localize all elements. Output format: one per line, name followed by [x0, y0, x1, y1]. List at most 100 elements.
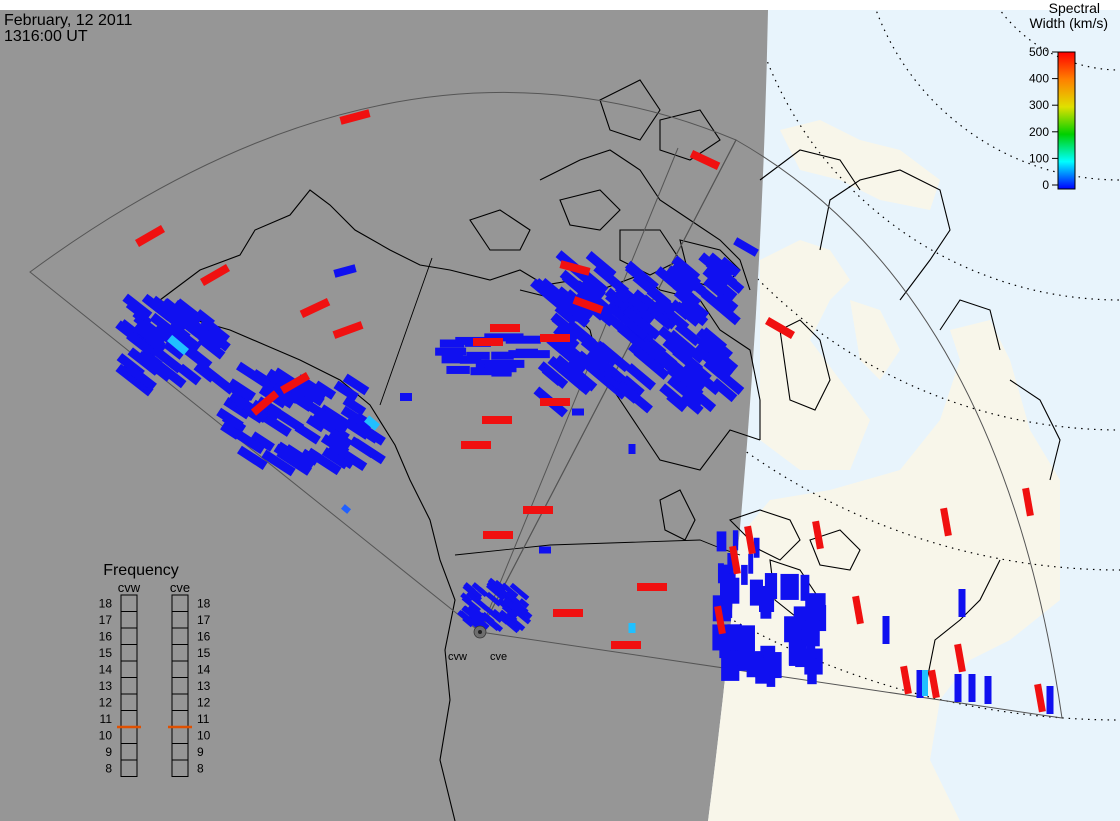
scatter-cell — [984, 676, 992, 704]
scatter-cell — [321, 447, 350, 470]
scatter-cell — [262, 413, 292, 437]
scatter-cell — [727, 553, 734, 574]
scatter-cell — [505, 618, 518, 629]
frequency-scale-label: 9 — [197, 745, 204, 759]
scatter-cell — [800, 574, 810, 601]
scatter-cell — [512, 599, 529, 615]
scatter-cell — [236, 445, 268, 470]
frequency-scale-label: 15 — [99, 646, 113, 660]
scatter-cell — [462, 605, 481, 623]
frequency-scale-label: 18 — [197, 597, 211, 611]
scatter-cell — [193, 362, 217, 383]
scatter-cell — [441, 355, 463, 364]
figure-time: 1316:00 UT — [4, 28, 88, 45]
scatter-cell — [466, 351, 490, 360]
scatter-cell — [801, 620, 820, 647]
scatter-cell — [741, 564, 748, 585]
scatter-cell — [455, 336, 485, 345]
scatter-cell — [593, 263, 630, 296]
scatter-cell — [928, 669, 940, 699]
scatter-cell — [596, 305, 632, 338]
scatter-cell — [126, 331, 154, 356]
scatter-cell — [968, 674, 976, 702]
scatter-cell — [194, 309, 215, 328]
radar-site-dot — [478, 630, 482, 634]
scatter-cell — [228, 391, 256, 414]
scatter-cell — [333, 264, 357, 278]
scatter-cell — [679, 392, 704, 415]
scatter-cell — [460, 592, 473, 604]
scatter-cell — [250, 431, 275, 452]
scatter-cell — [640, 294, 665, 318]
scatter-cell — [457, 609, 475, 627]
colorbar-tick-label: 400 — [1029, 72, 1049, 86]
scatter-cell — [683, 361, 722, 396]
scatter-cell — [518, 598, 530, 609]
frequency-scale-label: 17 — [99, 613, 113, 627]
scatter-cell — [768, 652, 782, 679]
scatter-cell — [713, 278, 738, 301]
frequency-scale: 18 17 16 15 14 13 12 11 10 9 8 18 17 16 15 14 13 12 11 10 9 8 — [99, 594, 211, 777]
scatter-cell — [510, 606, 532, 625]
colorbar-tick-label: 200 — [1029, 125, 1049, 139]
scatter-cell — [273, 443, 304, 468]
backscatter-cells — [115, 109, 1054, 714]
scatter-cell — [483, 531, 513, 539]
scatter-cell — [486, 580, 502, 595]
scatter-cell — [695, 284, 720, 307]
scatter-cell — [124, 362, 157, 391]
frequency-scale-label: 11 — [197, 712, 210, 726]
scatter-cell — [435, 347, 467, 356]
scatter-cell — [261, 449, 296, 477]
scatter-cell — [155, 361, 187, 389]
scatter-cell — [491, 368, 512, 377]
scatter-cell — [133, 322, 166, 351]
scatter-cell — [812, 520, 824, 550]
frequency-scale-label: 14 — [99, 663, 113, 677]
scatter-cell — [540, 334, 570, 342]
scatter-cell — [900, 665, 912, 695]
spectral-width-colorbar: Spectral Width (km/s) 500 400 300 200 100 0 — [1029, 0, 1108, 192]
scatter-cell — [294, 382, 325, 407]
scatter-cell — [712, 624, 730, 651]
scatter-cell — [530, 278, 572, 316]
scatter-cell — [572, 296, 604, 314]
scatter-cell — [696, 335, 739, 373]
station-label-cvw: cvw — [448, 651, 467, 663]
scatter-cell — [339, 109, 371, 125]
scatter-cell — [328, 428, 353, 449]
scatter-cell — [703, 276, 729, 301]
scatter-cell — [484, 359, 525, 368]
scatter-cell — [509, 582, 530, 601]
scatter-cell — [493, 579, 507, 593]
scatter-cell — [695, 346, 718, 367]
scatter-cell — [172, 299, 200, 324]
frequency-cell — [171, 759, 189, 777]
colorbar-ticks: 500 400 300 200 100 0 — [1029, 45, 1058, 192]
frequency-scale-label: 18 — [99, 597, 113, 611]
frequency-scale-label: 13 — [99, 679, 113, 693]
scatter-cell — [463, 582, 483, 600]
scatter-cell — [236, 361, 271, 389]
scatter-cell — [667, 375, 704, 409]
scatter-cell — [550, 312, 575, 335]
scatter-cell — [352, 419, 378, 441]
frequency-scale-label: 16 — [197, 630, 211, 644]
frequency-scale-label: 17 — [197, 613, 211, 627]
scatter-cell — [585, 336, 619, 367]
scatter-cell — [631, 344, 665, 375]
frequency-scale-label: 9 — [105, 745, 112, 759]
scatter-cell — [711, 378, 738, 403]
scatter-cell — [806, 644, 816, 671]
frequency-scale-label: 15 — [197, 646, 211, 660]
scatter-cell — [1046, 686, 1054, 714]
scatter-cell — [446, 365, 470, 374]
frequency-scale-label: 12 — [99, 696, 113, 710]
scatter-cell — [473, 338, 503, 346]
frequency-scale-label: 8 — [197, 762, 204, 776]
scatter-cell — [177, 363, 202, 386]
scatter-cell — [805, 594, 823, 621]
scatter-cell — [646, 286, 678, 315]
scatter-cell — [722, 564, 730, 585]
